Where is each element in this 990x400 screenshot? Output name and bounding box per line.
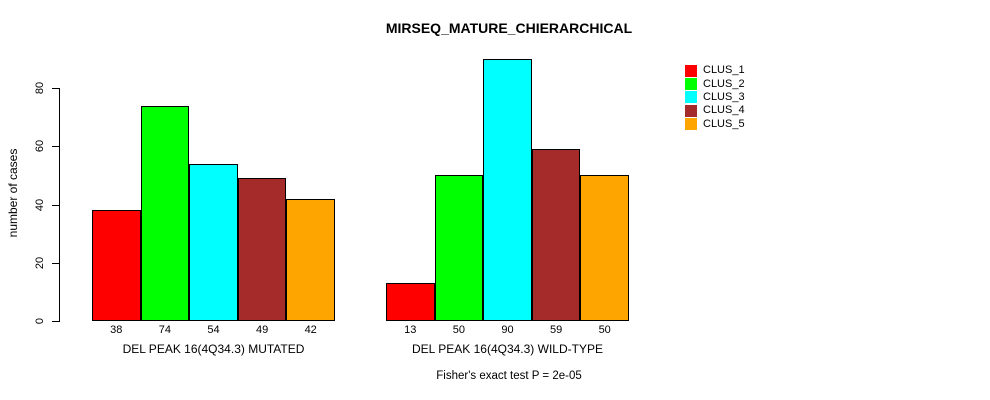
group-label: DEL PEAK 16(4Q34.3) MUTATED <box>122 342 305 356</box>
chart-title: MIRSEQ_MATURE_CHIERARCHICAL <box>385 20 633 36</box>
bar-value-label: 90 <box>501 324 514 336</box>
legend-swatch-icon <box>685 91 697 104</box>
bar-clus_4-group2 <box>531 149 581 321</box>
legend-swatch-icon <box>685 78 697 91</box>
legend-swatch-icon <box>685 118 697 131</box>
y-axis-tick <box>52 88 59 89</box>
bar-clus_3-group2 <box>483 58 532 321</box>
bar-value-label: 54 <box>207 324 220 336</box>
fisher-test-annotation: Fisher's exact test P = 2e-05 <box>436 370 582 382</box>
legend-swatch-icon <box>685 104 697 117</box>
bar-value-label: 50 <box>452 324 466 336</box>
bar-value-label: 59 <box>549 324 563 336</box>
legend-label: CLUS_5 <box>703 117 745 130</box>
legend-swatch-icon <box>685 64 697 77</box>
group-label: DEL PEAK 16(4Q34.3) WILD-TYPE <box>412 342 603 356</box>
legend-item-clus_1: CLUS_1 <box>685 64 745 77</box>
legend-label: CLUS_1 <box>703 64 745 77</box>
bar-clus_2-group2 <box>434 175 484 321</box>
bar-value-label: 42 <box>304 324 317 336</box>
y-axis-title: number of cases <box>6 148 20 238</box>
bar-clus_3-group1 <box>189 163 238 321</box>
bar-clus_1-group2 <box>386 283 435 321</box>
bar-value-label: 38 <box>110 324 123 336</box>
legend-item-clus_3: CLUS_3 <box>685 91 745 104</box>
legend-item-clus_2: CLUS_2 <box>685 77 745 91</box>
legend-label: CLUS_2 <box>703 77 745 90</box>
legend-label: CLUS_4 <box>703 104 745 117</box>
y-axis-tick-label: 0 <box>34 317 46 325</box>
y-axis-tick-label: 40 <box>34 198 46 211</box>
legend-item-clus_4: CLUS_4 <box>685 104 745 117</box>
bar-clus_5-group2 <box>580 175 629 321</box>
legend: CLUS_1 CLUS_2 CLUS_3 CLUS_4 CLUS_5 <box>685 64 745 131</box>
y-axis-tick-label: 80 <box>34 81 46 95</box>
bar-value-label: 50 <box>598 324 611 336</box>
bar-value-label: 13 <box>404 324 417 336</box>
legend-item-clus_5: CLUS_5 <box>685 118 745 131</box>
bar-clus_1-group1 <box>92 210 141 321</box>
bar-value-label: 74 <box>158 324 172 336</box>
bar-clus_5-group1 <box>286 198 335 321</box>
y-axis-tick <box>52 146 59 148</box>
y-axis-tick-label: 20 <box>34 256 46 269</box>
y-axis-tick-label: 60 <box>34 140 46 153</box>
y-axis-tick <box>52 262 59 264</box>
y-axis-tick <box>52 321 59 322</box>
legend-label: CLUS_3 <box>703 90 745 103</box>
y-axis-line <box>59 88 60 322</box>
bar-clus_2-group1 <box>140 105 190 321</box>
bar-clus_4-group1 <box>237 178 287 321</box>
bar-value-label: 49 <box>255 324 269 336</box>
y-axis-tick <box>52 204 59 206</box>
